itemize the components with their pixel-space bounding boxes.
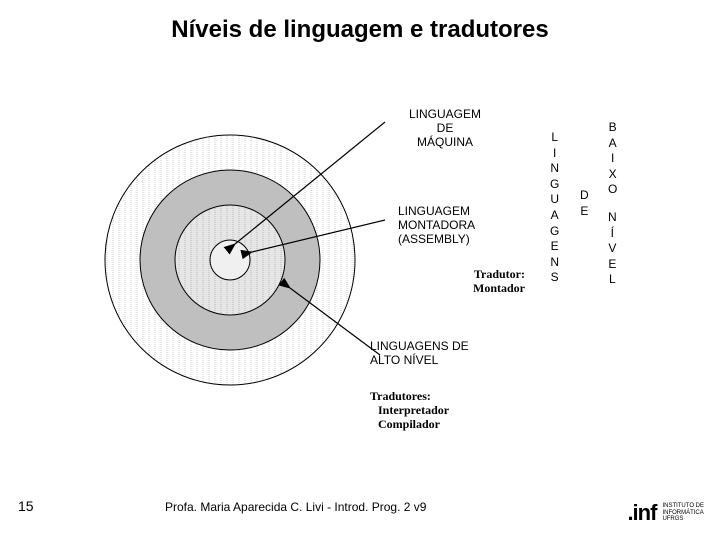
footer-text: Profa. Maria Aparecida C. Livi - Introd.… (165, 500, 426, 514)
slide-number: 15 (18, 498, 34, 514)
label-text: LINGUAGEM (398, 205, 518, 219)
label-text: Tradutores: (370, 390, 530, 404)
logo: .inf INSTITUTO DE INFORMÁTICA UFRGS (627, 500, 704, 526)
vertical-col-linguagens: LINGUAGENS (550, 130, 559, 286)
vertical-col-de: DE (580, 188, 589, 219)
label-text: MONTADORA (398, 219, 518, 233)
logo-line: UFRGS (662, 516, 704, 523)
concentric-diagram (80, 110, 380, 410)
vertical-col-nivel: NÍVEL (608, 210, 617, 288)
label-tradutor-montador: Tradutor: Montador (395, 268, 525, 296)
label-text: ALTO NÍVEL (370, 354, 520, 368)
page-title: Níveis de linguagem e tradutores (0, 16, 720, 44)
label-assembly: LINGUAGEM MONTADORA (ASSEMBLY) (398, 205, 518, 246)
vertical-col-baixo: BAIXO (608, 120, 617, 198)
label-text: LINGUAGEM (390, 108, 500, 122)
logo-line: INSTITUTO DE (662, 503, 704, 510)
label-text: MÁQUINA (390, 136, 500, 150)
label-text: DE (390, 122, 500, 136)
logo-line: INFORMÁTICA (662, 510, 704, 517)
label-alto-nivel: LINGUAGENS DE ALTO NÍVEL (370, 340, 520, 368)
label-text: Montador (395, 282, 525, 296)
label-text: LINGUAGENS DE (370, 340, 520, 354)
label-text: (ASSEMBLY) (398, 233, 518, 247)
label-ling-maquina: LINGUAGEM DE MÁQUINA (390, 108, 500, 149)
label-tradutores: Tradutores: Interpretador Compilador (370, 390, 530, 431)
label-text: Compilador (370, 418, 530, 432)
logo-text: INSTITUTO DE INFORMÁTICA UFRGS (662, 503, 704, 523)
ring-inner (210, 240, 250, 280)
label-text: Interpretador (370, 404, 530, 418)
logo-mark: .inf (627, 500, 656, 526)
label-text: Tradutor: (395, 268, 525, 282)
